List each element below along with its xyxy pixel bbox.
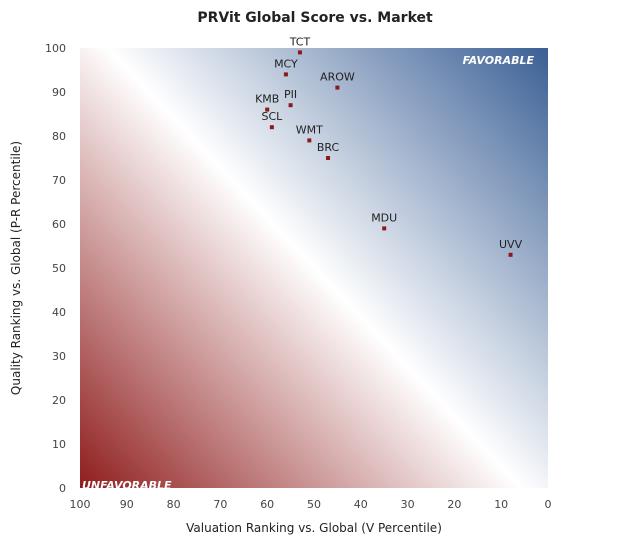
x-tick-label: 0 (545, 498, 552, 511)
x-tick-label: 80 (167, 498, 181, 511)
data-point-brc (326, 156, 331, 160)
y-tick-label: 90 (52, 86, 66, 99)
x-axis-title: Valuation Ranking vs. Global (V Percenti… (186, 521, 442, 535)
data-label-brc: BRC (317, 141, 340, 154)
data-label-scl: SCL (261, 110, 283, 123)
y-tick-label: 60 (52, 218, 66, 231)
plot-area (80, 48, 548, 488)
y-tick-label: 0 (59, 482, 66, 495)
y-tick-label: 50 (52, 262, 66, 275)
x-tick-label: 20 (447, 498, 461, 511)
chart-title: PRVit Global Score vs. Market (197, 10, 433, 26)
y-tick-label: 10 (52, 438, 66, 451)
x-tick-label: 90 (120, 498, 134, 511)
x-tick-label: 50 (307, 498, 321, 511)
data-point-mcy (283, 72, 288, 77)
data-label-wmt: WMT (296, 123, 323, 136)
y-axis-ticks: 0 10 20 30 40 50 60 70 80 90 100 (45, 42, 66, 495)
y-tick-label: 40 (52, 306, 66, 319)
data-label-mdu: MDU (371, 211, 397, 224)
y-tick-label: 30 (52, 350, 66, 363)
y-tick-label: 100 (45, 42, 66, 55)
x-tick-label: 60 (260, 498, 274, 511)
y-tick-label: 20 (52, 394, 66, 407)
data-label-tct: TCT (289, 35, 311, 48)
data-point-pii (288, 103, 293, 108)
data-point-tct (297, 50, 302, 55)
favorable-label: FAVORABLE (463, 54, 535, 67)
data-label-uvv: UVV (499, 238, 523, 251)
x-tick-label: 100 (70, 498, 91, 511)
y-tick-label: 80 (52, 130, 66, 143)
y-axis-title: Quality Ranking vs. Global (P-R Percenti… (9, 141, 23, 395)
data-point-scl (269, 125, 274, 130)
data-label-pii: PII (284, 88, 297, 101)
x-tick-label: 40 (354, 498, 368, 511)
data-point-kmb (265, 107, 270, 112)
data-label-mcy: MCY (274, 57, 298, 70)
data-point-uvv (508, 252, 513, 257)
unfavorable-label: UNFAVORABLE (82, 479, 172, 492)
y-tick-label: 70 (52, 174, 66, 187)
x-tick-label: 10 (494, 498, 508, 511)
data-point-wmt (307, 138, 312, 143)
x-tick-label: 70 (213, 498, 227, 511)
data-label-arow: AROW (320, 71, 355, 84)
x-tick-label: 30 (401, 498, 415, 511)
x-axis-ticks: 100 90 80 70 60 50 40 30 20 10 0 (70, 498, 552, 511)
data-point-arow (335, 85, 340, 90)
data-label-kmb: KMB (255, 93, 279, 106)
data-point-mdu (382, 226, 387, 231)
